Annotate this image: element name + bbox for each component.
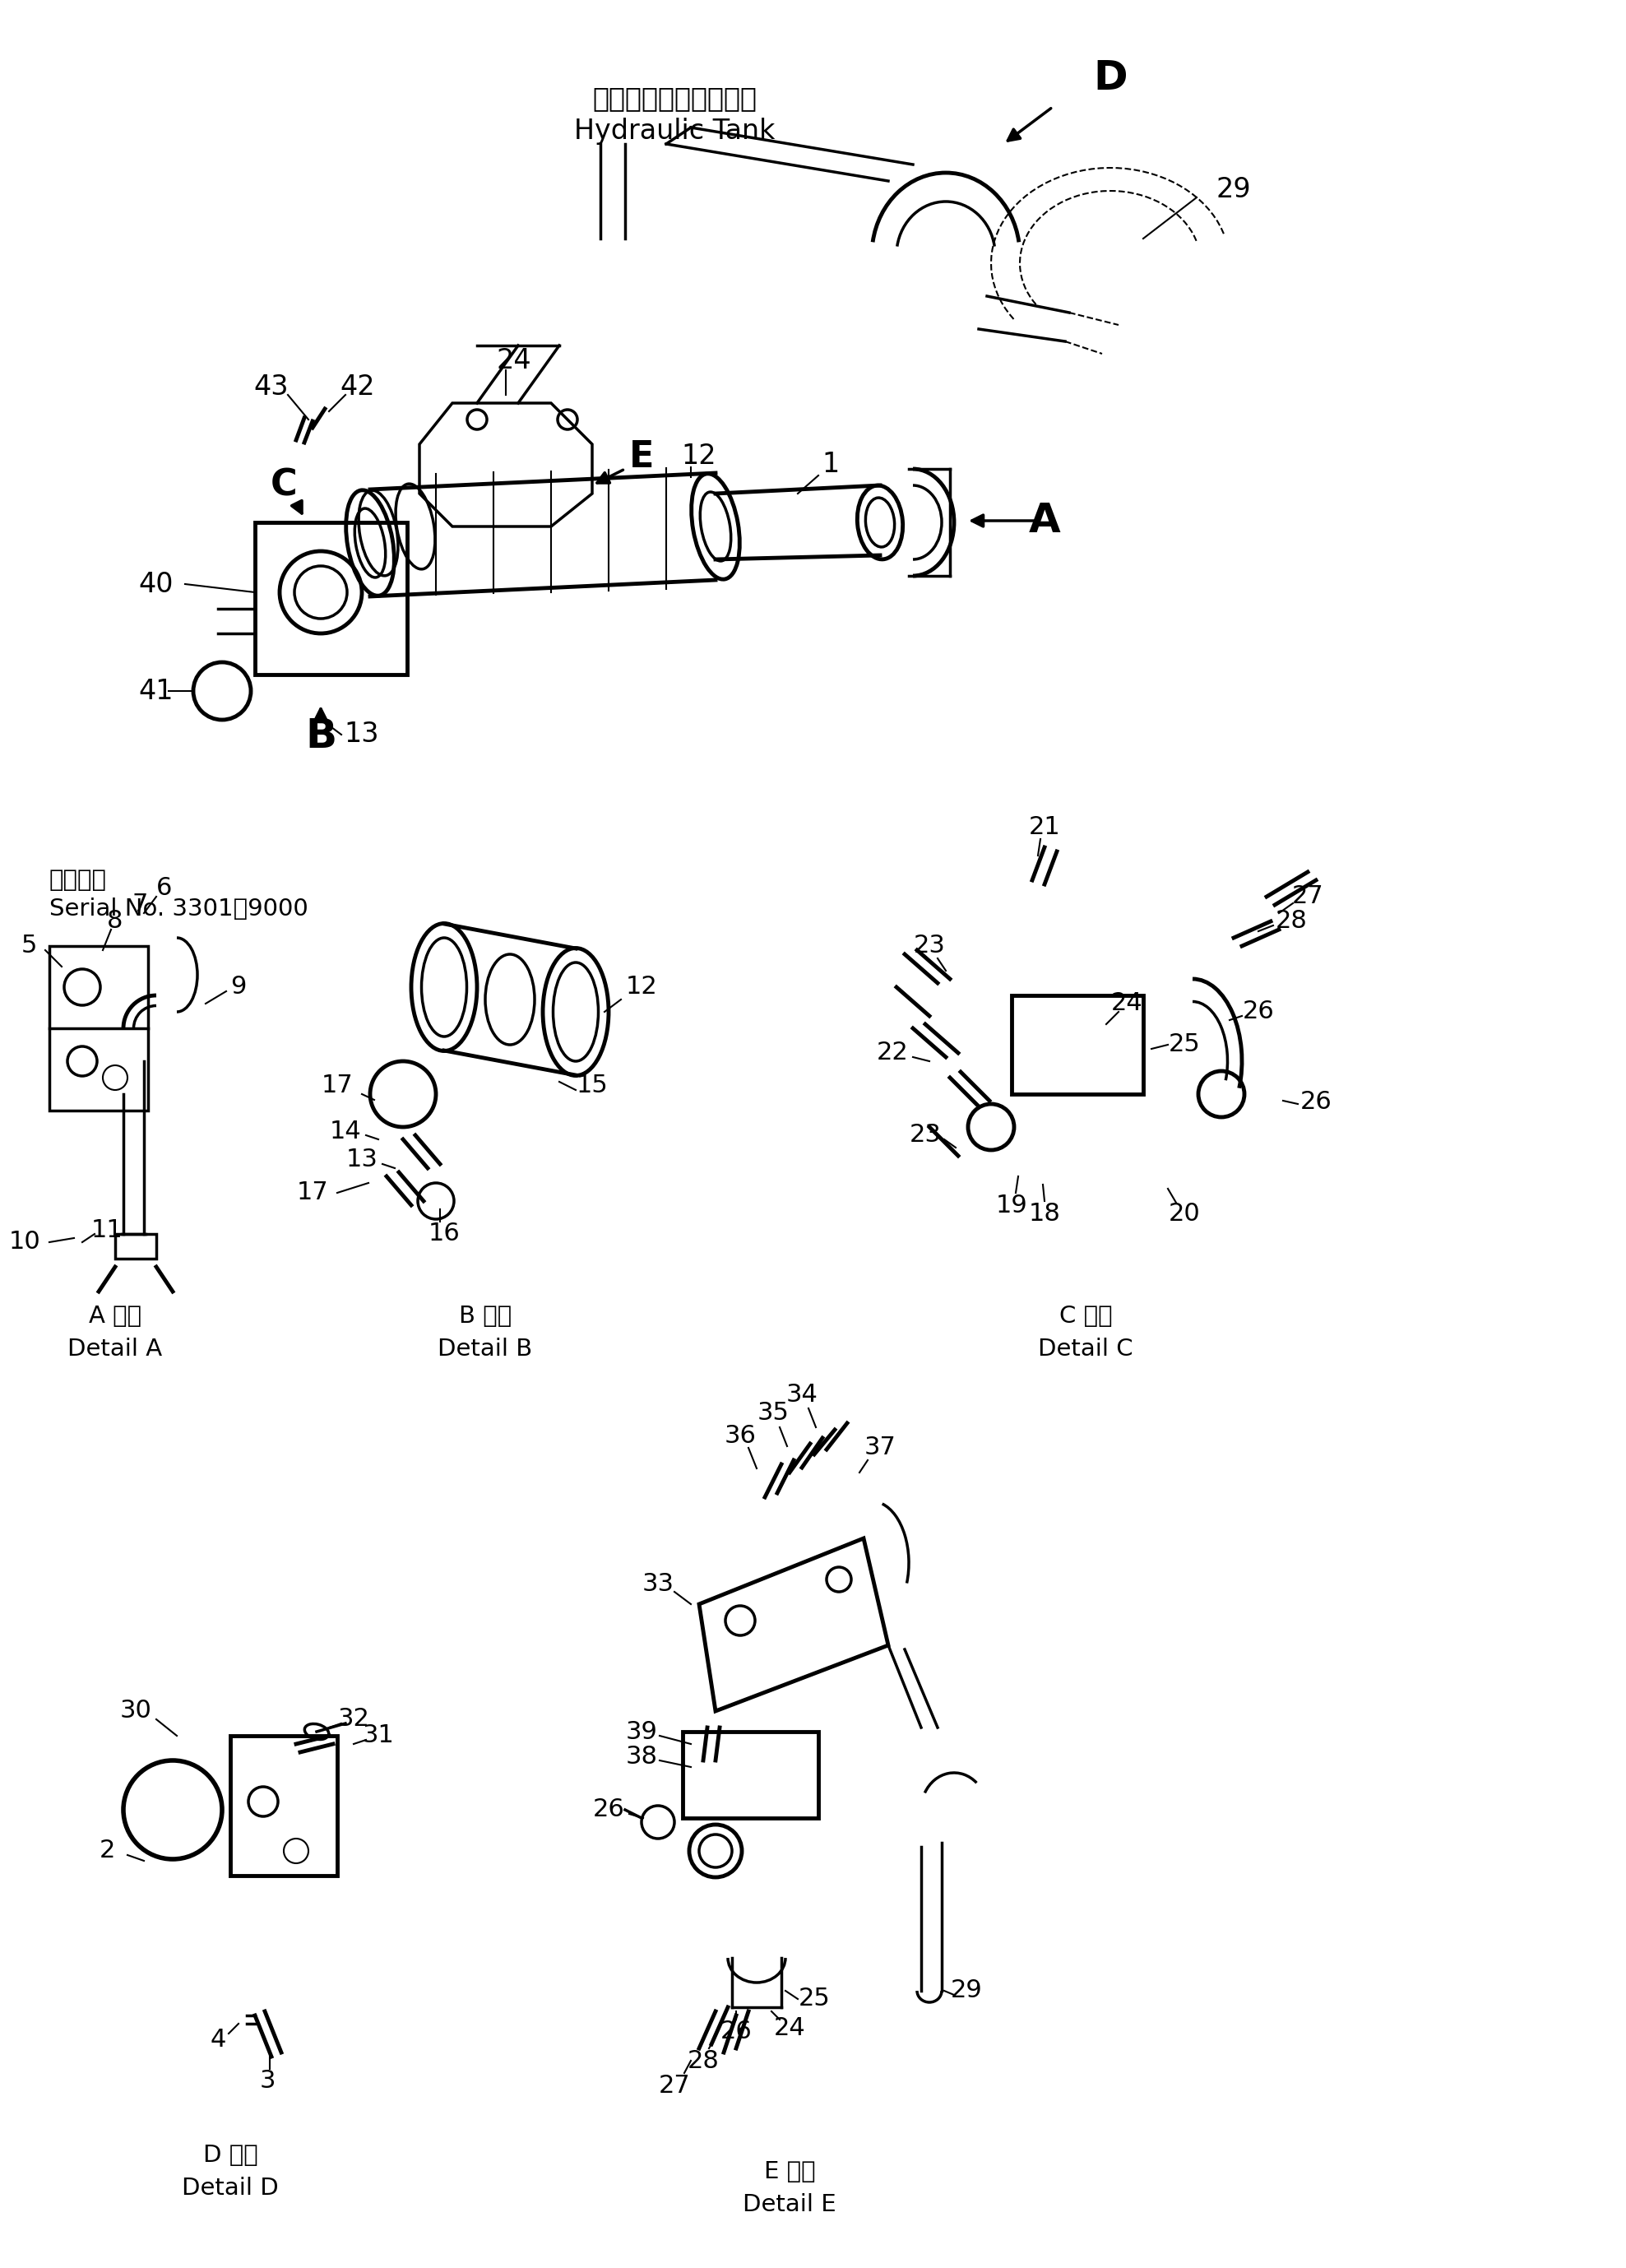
- Text: 2: 2: [99, 1839, 115, 1862]
- Text: 43: 43: [254, 372, 289, 399]
- Text: 6: 6: [156, 875, 172, 900]
- Text: 13: 13: [346, 1148, 377, 1173]
- Text: 23: 23: [914, 934, 945, 957]
- Text: 16: 16: [428, 1222, 460, 1245]
- Text: 28: 28: [1275, 909, 1307, 932]
- Text: A 詳細: A 詳細: [89, 1304, 141, 1327]
- Text: 20: 20: [1169, 1202, 1200, 1225]
- Text: 18: 18: [1029, 1202, 1060, 1225]
- Text: 14: 14: [330, 1118, 361, 1143]
- Text: 12: 12: [681, 442, 717, 469]
- Bar: [255, 522, 406, 674]
- Text: 24: 24: [496, 347, 532, 374]
- Text: 24: 24: [774, 2016, 805, 2039]
- Text: 29: 29: [1216, 175, 1252, 202]
- Text: E: E: [629, 440, 654, 474]
- Text: 34: 34: [785, 1383, 818, 1406]
- Text: 17: 17: [322, 1075, 353, 1098]
- Bar: [49, 946, 148, 1111]
- Text: 適用号機: 適用号機: [49, 869, 107, 891]
- Text: 26: 26: [593, 1799, 624, 1821]
- Text: Detail A: Detail A: [68, 1338, 163, 1361]
- Text: 11: 11: [91, 1218, 124, 1243]
- Text: 33: 33: [642, 1572, 675, 1594]
- Text: 26: 26: [720, 2021, 753, 2043]
- Bar: [115, 1234, 156, 1259]
- Text: 12: 12: [626, 975, 657, 1000]
- Text: A: A: [1029, 501, 1060, 540]
- Text: 26: 26: [1301, 1091, 1332, 1114]
- Text: 24: 24: [1111, 991, 1143, 1016]
- Text: 17: 17: [296, 1182, 328, 1204]
- Text: 4: 4: [210, 2028, 226, 2053]
- Text: E 詳細: E 詳細: [764, 2159, 815, 2184]
- Text: C: C: [270, 467, 298, 503]
- Text: 23: 23: [909, 1123, 941, 1148]
- Text: 10: 10: [8, 1229, 41, 1254]
- Text: 29: 29: [951, 1980, 982, 2003]
- Text: 8: 8: [107, 909, 124, 932]
- Text: 7: 7: [132, 894, 148, 916]
- Text: 5: 5: [21, 934, 37, 957]
- Text: 28: 28: [688, 2048, 719, 2073]
- Text: 38: 38: [626, 1744, 657, 1769]
- Text: 22: 22: [876, 1041, 909, 1066]
- Text: ハイドロリックタンク: ハイドロリックタンク: [592, 86, 756, 113]
- Bar: [231, 1735, 337, 1876]
- Text: B: B: [306, 717, 337, 755]
- Text: 26: 26: [1242, 1000, 1275, 1023]
- Text: 19: 19: [995, 1193, 1028, 1218]
- Text: 32: 32: [338, 1708, 369, 1730]
- Text: 25: 25: [798, 1987, 831, 2012]
- Text: 30: 30: [120, 1699, 151, 1724]
- Text: Serial No. 3301～9000: Serial No. 3301～9000: [49, 898, 309, 921]
- Text: 37: 37: [863, 1436, 896, 1461]
- Text: Detail E: Detail E: [743, 2193, 836, 2216]
- Text: 42: 42: [340, 372, 376, 399]
- Text: Detail D: Detail D: [182, 2177, 278, 2200]
- Text: 15: 15: [576, 1075, 608, 1098]
- Text: 27: 27: [1291, 885, 1324, 909]
- Text: Hydraulic Tank: Hydraulic Tank: [574, 118, 776, 145]
- Text: 25: 25: [1169, 1032, 1200, 1057]
- Text: 35: 35: [758, 1402, 789, 1424]
- Text: Detail B: Detail B: [437, 1338, 533, 1361]
- Text: D 詳細: D 詳細: [203, 2143, 259, 2166]
- Text: 27: 27: [659, 2073, 691, 2098]
- Text: C 詳細: C 詳細: [1059, 1304, 1112, 1327]
- Text: 1: 1: [823, 451, 839, 479]
- Text: B 詳細: B 詳細: [459, 1304, 512, 1327]
- Text: 13: 13: [345, 721, 379, 748]
- Bar: [1011, 996, 1143, 1093]
- Text: 21: 21: [1029, 814, 1060, 839]
- Text: 9: 9: [231, 975, 247, 1000]
- Text: 39: 39: [626, 1719, 657, 1744]
- Text: 41: 41: [138, 678, 174, 705]
- Text: 31: 31: [363, 1724, 395, 1749]
- Bar: [683, 1733, 818, 1819]
- Text: D: D: [1093, 59, 1127, 98]
- Text: Detail C: Detail C: [1037, 1338, 1133, 1361]
- Text: 3: 3: [259, 2068, 275, 2093]
- Text: 36: 36: [724, 1424, 756, 1447]
- Text: 40: 40: [138, 572, 174, 599]
